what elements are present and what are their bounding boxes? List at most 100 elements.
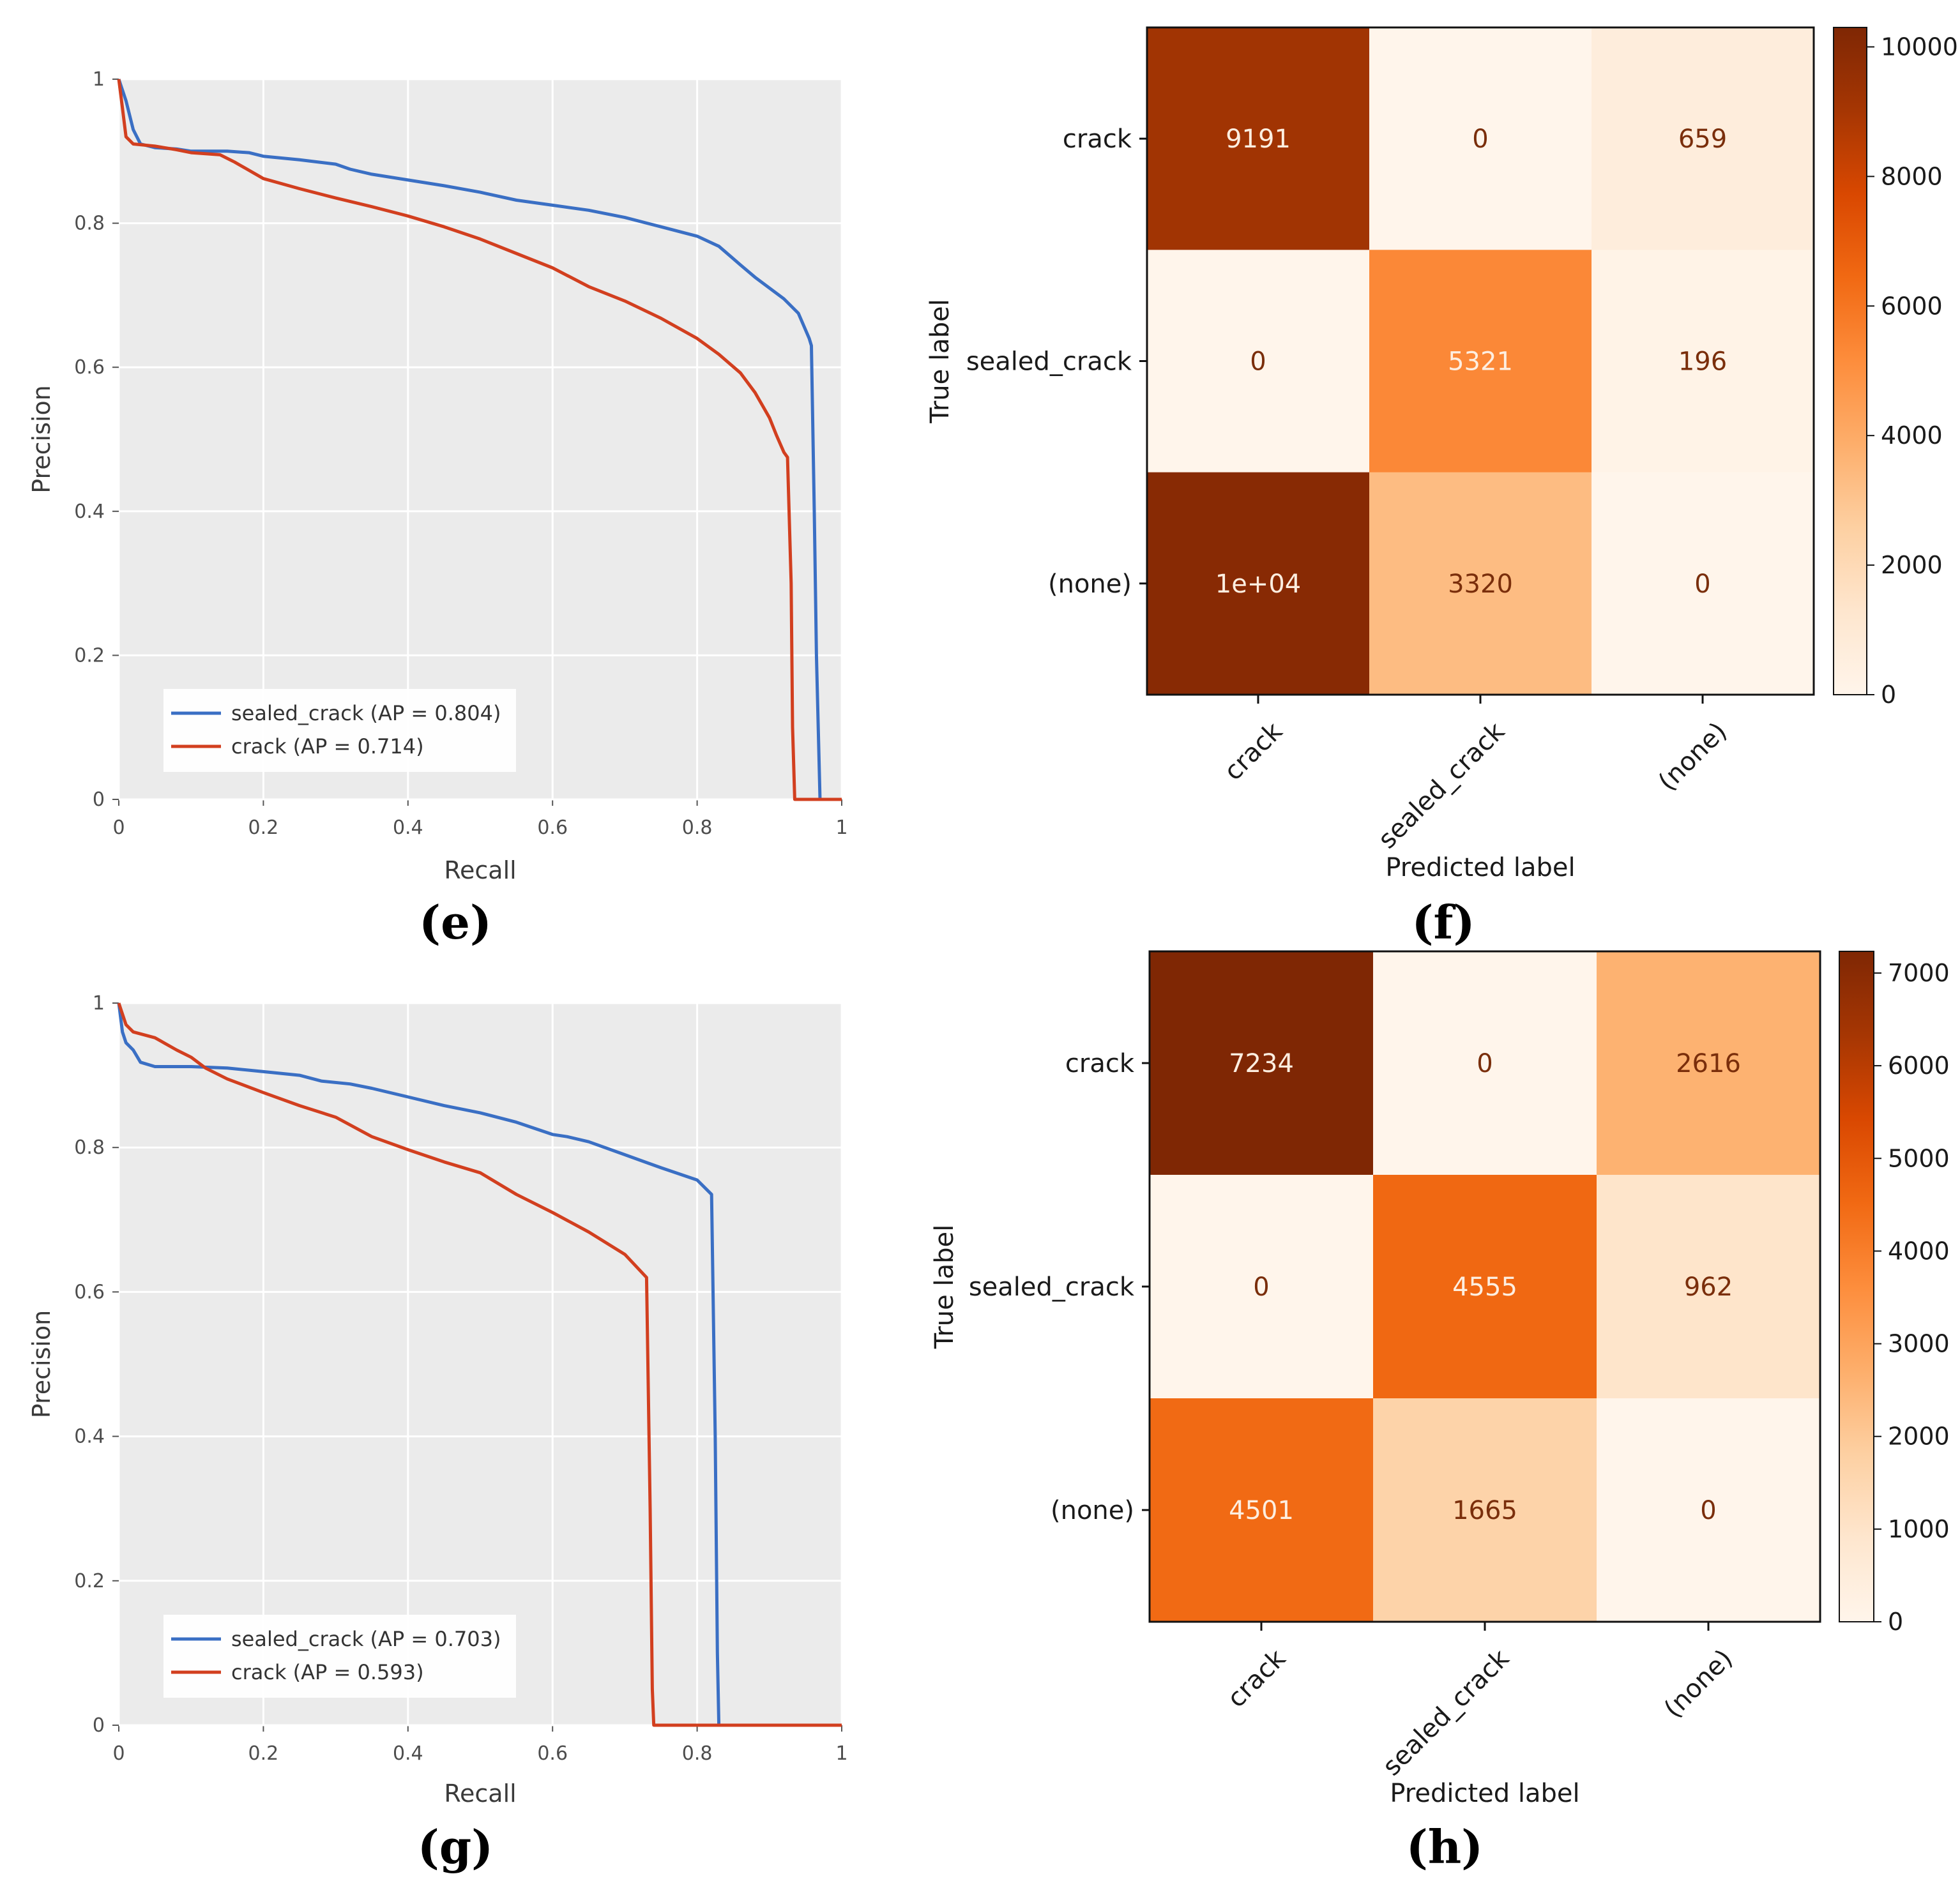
legend: sealed_crack (AP = 0.703) crack (AP = 0.5… bbox=[163, 1615, 516, 1698]
x-tick-label: 0.4 bbox=[393, 1742, 423, 1765]
cell-value: 4501 bbox=[1229, 1496, 1294, 1525]
x-tick-label: 0.2 bbox=[248, 817, 279, 839]
matrix-cell bbox=[1369, 250, 1592, 473]
colorbar-tick-label: 3000 bbox=[1888, 1330, 1950, 1358]
legend-label-sealed_crack: sealed_crack (AP = 0.804) bbox=[231, 701, 501, 725]
y-tick-label: sealed_crack bbox=[966, 347, 1132, 377]
y-axis-label: Precision bbox=[27, 385, 56, 494]
cell-value: 0 bbox=[1250, 347, 1266, 377]
y-tick-label: 0.8 bbox=[74, 1137, 105, 1159]
x-tick-label: 1 bbox=[835, 817, 847, 839]
matrix-cell bbox=[1597, 1398, 1821, 1622]
y-tick-label: sealed_crack bbox=[969, 1273, 1135, 1302]
legend: sealed_crack (AP = 0.804) crack (AP = 0.7… bbox=[163, 689, 516, 772]
matrix-cell bbox=[1369, 27, 1592, 250]
y-axis-label: Precision bbox=[27, 1310, 56, 1419]
cell-value: 659 bbox=[1678, 125, 1727, 154]
cell-value: 0 bbox=[1477, 1049, 1493, 1078]
x-tick-label: 0.6 bbox=[537, 817, 568, 839]
series-line-crack bbox=[117, 1002, 842, 1727]
y-tick-label: 0 bbox=[93, 1714, 105, 1737]
x-tick-label: 0.2 bbox=[248, 1742, 279, 1765]
matrix-cell bbox=[1150, 951, 1374, 1175]
x-tick-label: 0.4 bbox=[393, 817, 423, 839]
colorbar bbox=[1839, 951, 1874, 1622]
series-line-sealed_crack bbox=[117, 1002, 842, 1727]
colorbar-tick-label: 2000 bbox=[1881, 551, 1943, 579]
cell-value: 2616 bbox=[1676, 1049, 1741, 1078]
y-tick-label: 1 bbox=[93, 992, 105, 1015]
matrix-cell bbox=[1373, 1175, 1597, 1399]
legend-box bbox=[163, 689, 516, 772]
cell-value: 0 bbox=[1700, 1496, 1716, 1525]
x-tick-label: 0 bbox=[112, 817, 125, 839]
cell-value: 1665 bbox=[1452, 1496, 1517, 1525]
y-axis-label: True label bbox=[925, 299, 955, 423]
colorbar bbox=[1833, 27, 1867, 695]
y-tick-label: 0.2 bbox=[74, 1570, 105, 1592]
legend-label-crack: crack (AP = 0.593) bbox=[231, 1660, 424, 1684]
colorbar-tick-label: 1000 bbox=[1888, 1515, 1950, 1543]
panel-label: (f) bbox=[1411, 895, 1475, 949]
matrix-cell bbox=[1150, 1398, 1374, 1622]
matrix-cell bbox=[1592, 472, 1814, 695]
legend-label-sealed_crack: sealed_crack (AP = 0.703) bbox=[231, 1627, 501, 1651]
x-axis-label: Predicted label bbox=[1390, 1779, 1579, 1808]
cell-value: 0 bbox=[1694, 570, 1710, 599]
cell-value: 1e+04 bbox=[1215, 570, 1301, 599]
plot-background bbox=[119, 1003, 842, 1725]
matrix-cell bbox=[1592, 250, 1814, 473]
pr-curve-panel-e: 0 0.2 0.4 0.6 0.8 1 0 0.2 0.4 0.6 0.8 1 Recall Precis… bbox=[27, 68, 848, 949]
series-line-crack bbox=[117, 79, 842, 801]
colorbar-tick-label: 8000 bbox=[1881, 162, 1943, 190]
y-tick-label: 0.4 bbox=[74, 1426, 105, 1448]
colorbar-tick-label: 4000 bbox=[1888, 1237, 1950, 1265]
panel-label: (h) bbox=[1406, 1820, 1483, 1874]
colorbar-tick-label: 4000 bbox=[1881, 421, 1943, 449]
plot-background bbox=[119, 79, 842, 799]
cell-value: 3320 bbox=[1448, 570, 1513, 599]
y-tick-label: (none) bbox=[1051, 1496, 1134, 1525]
y-tick-label: 0.2 bbox=[74, 644, 105, 667]
colorbar-tick-label: 5000 bbox=[1888, 1144, 1950, 1172]
colorbar-tick-label: 6000 bbox=[1881, 292, 1943, 320]
y-tick-label: 0.8 bbox=[74, 213, 105, 235]
colorbar-tick-label: 2000 bbox=[1888, 1423, 1950, 1451]
cell-value: 0 bbox=[1253, 1273, 1269, 1302]
x-axis-label: Predicted label bbox=[1385, 853, 1575, 882]
y-tick-label: 0.4 bbox=[74, 501, 105, 523]
cell-value: 4555 bbox=[1452, 1273, 1517, 1302]
cell-value: 7234 bbox=[1229, 1049, 1294, 1078]
colorbar-tick-label: 0 bbox=[1888, 1608, 1903, 1636]
y-tick-label: 0.6 bbox=[74, 1281, 105, 1303]
matrix-cell bbox=[1147, 27, 1370, 250]
matrix-cell bbox=[1373, 951, 1597, 1175]
colorbar-tick-label: 10000 bbox=[1881, 33, 1958, 61]
colorbar-tick-label: 0 bbox=[1881, 681, 1896, 709]
cell-value: 962 bbox=[1684, 1273, 1733, 1302]
matrix-cell bbox=[1597, 951, 1821, 1175]
pr-curve-panel-g: 0 0.2 0.4 0.6 0.8 1 0 0.2 0.4 0.6 0.8 1 Recall Precis… bbox=[27, 992, 848, 1874]
y-tick-label: 0 bbox=[93, 789, 105, 811]
matrix-cell bbox=[1373, 1398, 1597, 1622]
colorbar-tick-label: 6000 bbox=[1888, 1052, 1950, 1080]
matrix-cell bbox=[1592, 27, 1814, 250]
x-axis-label: Recall bbox=[444, 856, 516, 884]
y-tick-label: 1 bbox=[93, 68, 105, 91]
cell-value: 0 bbox=[1472, 125, 1488, 154]
panel-label: (e) bbox=[419, 895, 492, 949]
panel-label: (g) bbox=[418, 1820, 493, 1874]
x-axis-label: Recall bbox=[444, 1779, 516, 1808]
y-tick-label: crack bbox=[1063, 125, 1132, 154]
matrix-cell bbox=[1147, 250, 1370, 473]
legend-label-crack: crack (AP = 0.714) bbox=[231, 734, 424, 759]
x-tick-label: 0.8 bbox=[682, 817, 713, 839]
cell-value: 196 bbox=[1678, 347, 1727, 377]
y-tick-label: crack bbox=[1065, 1049, 1135, 1078]
legend-box bbox=[163, 1615, 516, 1698]
y-tick-label: 0.6 bbox=[74, 356, 105, 379]
colorbar-tick-label: 7000 bbox=[1888, 959, 1950, 987]
matrix-cell bbox=[1597, 1175, 1821, 1399]
